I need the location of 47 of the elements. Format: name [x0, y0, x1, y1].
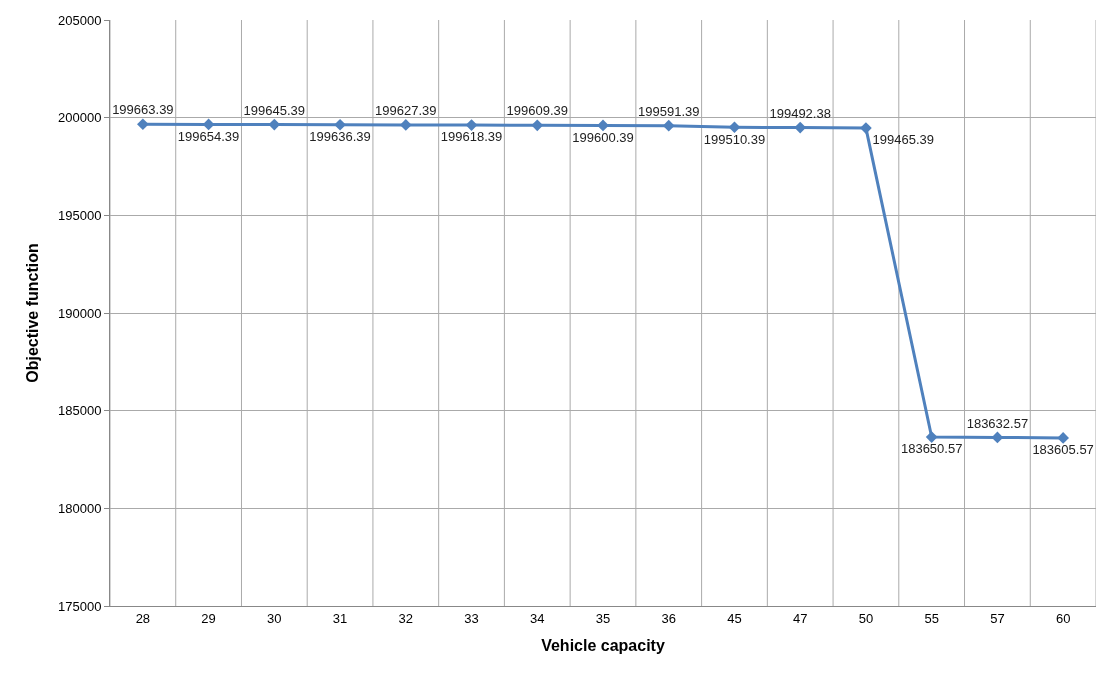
data-label: 199663.39	[112, 102, 174, 118]
y-tick-label: 200000	[58, 110, 102, 126]
y-tick-label: 175000	[58, 598, 102, 614]
data-label: 183605.57	[1032, 442, 1094, 458]
y-tick-label: 185000	[58, 403, 102, 419]
x-tick-label: 31	[332, 610, 348, 626]
y-axis-title: Objective function	[23, 243, 41, 383]
x-tick-label: 50	[858, 610, 874, 626]
data-label: 183650.57	[900, 441, 963, 457]
x-tick-label: 45	[727, 610, 742, 626]
x-tick-label: 57	[990, 610, 1005, 626]
y-tick-label: 195000	[58, 207, 102, 223]
point	[597, 119, 609, 132]
y-tick-label: 180000	[58, 500, 102, 516]
data-label: 199627.39	[375, 103, 437, 119]
x-tick-label: 34	[530, 610, 545, 626]
x-tick-label: 30	[267, 610, 282, 626]
x-tick-label: 55	[924, 610, 939, 626]
data-label: 199600.39	[572, 129, 634, 145]
point	[728, 121, 741, 134]
y-tick-label: 190000	[58, 305, 102, 321]
data-label: 199510.39	[703, 131, 766, 147]
point	[860, 122, 872, 134]
x-tick-label: 28	[135, 610, 151, 626]
x-axis-title: Vehicle capacity	[541, 637, 665, 655]
data-label: 199609.39	[506, 103, 568, 119]
x-tick-label: 29	[201, 610, 216, 626]
point	[465, 119, 478, 131]
point	[137, 118, 149, 131]
data-label: 199591.39	[638, 103, 700, 119]
x-tick-label: 33	[464, 610, 479, 626]
y-tick-label: 205000	[58, 12, 102, 28]
point	[334, 118, 346, 131]
x-tick-label: 36	[661, 610, 676, 626]
data-label: 199465.39	[872, 132, 935, 148]
data-label: 199636.39	[309, 129, 371, 145]
data-label: 199618.39	[440, 129, 503, 145]
data-label: 199645.39	[243, 102, 306, 118]
data-label: 199492.38	[769, 105, 831, 121]
data-label: 199654.39	[177, 128, 240, 144]
point	[925, 431, 938, 443]
x-tick-label: 47	[792, 610, 808, 626]
data-label: 183632.57	[966, 415, 1029, 431]
point	[1057, 432, 1069, 444]
x-tick-label: 60	[1055, 610, 1071, 626]
x-tick-label: 35	[595, 610, 611, 626]
x-tick-label: 32	[398, 610, 414, 626]
